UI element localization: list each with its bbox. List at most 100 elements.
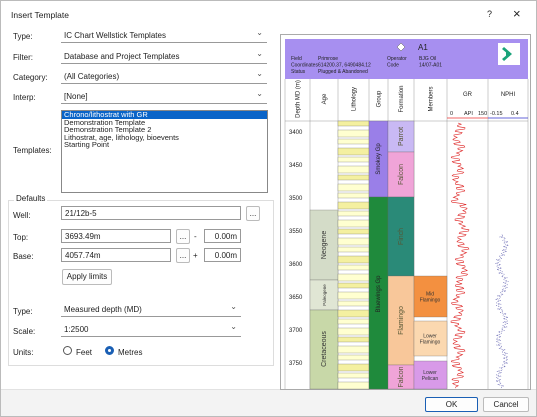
age-band	[309, 279, 339, 311]
formation-band	[387, 120, 415, 153]
lithology-bed	[337, 156, 370, 163]
lithology-bed	[337, 345, 370, 354]
lithology-bed	[337, 147, 370, 156]
header-key: Operator	[387, 56, 407, 62]
depth-type-dropdown[interactable]: Measured depth (MD)	[61, 300, 241, 317]
formation-label: Parrot	[398, 127, 405, 146]
column-header: Depth MD (m)	[296, 80, 302, 118]
lithology-bed	[337, 309, 370, 318]
base-sign: +	[193, 251, 198, 260]
filter-dropdown[interactable]: Database and Project Templates	[61, 47, 267, 64]
template-item[interactable]: Demonstration Template	[64, 117, 146, 127]
templates-list[interactable]: Chrono/lithostrat with GR Demonstration T…	[61, 110, 268, 193]
scale-label: Scale:	[13, 327, 36, 336]
apply-limits-button[interactable]: Apply limits	[62, 269, 112, 285]
interp-label: Interp:	[13, 93, 36, 102]
defaults-group	[8, 200, 274, 366]
units-label: Units:	[13, 348, 34, 357]
group-label: Smokey Gp	[376, 143, 382, 175]
age-label: Neogene	[321, 231, 328, 260]
lithology-bed	[337, 165, 370, 174]
close-button[interactable]: ×	[513, 6, 521, 21]
lithology-bed	[337, 138, 370, 145]
gr-scale: 150	[478, 111, 487, 117]
radio-feet[interactable]	[63, 346, 72, 355]
lithology-bed	[337, 372, 370, 379]
top-input[interactable]: 3693.49m	[61, 229, 171, 243]
lithology-bed	[337, 273, 370, 282]
lithology-bed	[337, 363, 370, 372]
scale-dropdown[interactable]: 1:2500	[61, 320, 241, 337]
header-value: 14/07-A01	[419, 63, 442, 69]
lithology-bed	[337, 282, 370, 289]
header-key: Status	[291, 69, 306, 75]
top-browse[interactable]: ...	[176, 229, 190, 244]
formation-band	[387, 196, 415, 277]
header-key: Field	[291, 56, 302, 62]
member-band	[413, 275, 448, 318]
top-sign: -	[194, 232, 197, 241]
base-browse[interactable]: ...	[176, 248, 190, 263]
formation-band	[387, 275, 415, 366]
lithology-bed	[337, 336, 370, 343]
age-band	[309, 209, 339, 281]
base-label: Base:	[13, 252, 34, 261]
filter-label: Filter:	[13, 53, 33, 62]
well-symbol	[396, 42, 406, 52]
formation-label: Flamingo	[398, 306, 405, 335]
lithology-bed	[337, 201, 370, 210]
top-offset[interactable]: 0.00m	[204, 229, 241, 243]
lithology-bed	[337, 255, 370, 264]
lithology-bed	[337, 381, 370, 390]
lithology-bed	[337, 300, 370, 307]
templates-label: Templates:	[13, 146, 52, 155]
well-browse[interactable]: ...	[246, 206, 260, 221]
radio-metres[interactable]	[105, 346, 114, 355]
template-item[interactable]: Starting Point	[64, 140, 110, 149]
lithology-bed	[337, 354, 370, 361]
template-item[interactable]: Chrono/lithostrat with GR	[62, 111, 267, 119]
well-name: A1	[418, 43, 428, 52]
radio-feet-label: Feet	[76, 348, 93, 357]
column-header: Members	[429, 86, 435, 111]
defaults-legend: Defaults	[14, 194, 48, 203]
age-label: Paleogene	[322, 284, 327, 306]
depth-label: 3650	[289, 295, 303, 301]
lithology-bed	[337, 291, 370, 300]
lithology-bed	[337, 264, 370, 271]
depth-label: 3500	[289, 196, 303, 202]
cancel-button[interactable]: Cancel	[483, 397, 529, 412]
ok-button[interactable]: OK	[425, 397, 478, 412]
lithology-bed	[337, 174, 370, 181]
help-button[interactable]: ?	[487, 9, 493, 19]
header-key: Code	[387, 63, 399, 69]
base-offset[interactable]: 0.00m	[204, 248, 241, 262]
lithology-bed	[337, 210, 370, 217]
type-dropdown[interactable]: IC Chart Wellstick Templates	[61, 26, 267, 43]
header-value: Plugged & Abandoned	[318, 69, 368, 75]
formation-label: Finch	[398, 228, 405, 245]
category-dropdown[interactable]: (All Categories)	[61, 67, 267, 84]
gr-scale: 0	[450, 111, 453, 117]
formation-band	[387, 151, 415, 198]
gr-curve	[450, 122, 470, 389]
interp-dropdown[interactable]: [None]	[61, 87, 267, 104]
well-input[interactable]: 21/12b-5	[61, 206, 241, 220]
logo	[502, 47, 512, 61]
base-input[interactable]: 4057.74m	[61, 248, 171, 262]
column-header: Lithology	[352, 87, 358, 111]
lithology-bed	[337, 246, 370, 253]
group-label: Bluewings Gp	[376, 275, 382, 313]
depth-label: 3550	[289, 229, 303, 235]
gr-scale: API	[464, 111, 473, 117]
well-label: Well:	[13, 211, 31, 220]
template-item[interactable]: Demonstration Template 2	[64, 125, 152, 134]
lithology-bed	[337, 219, 370, 228]
lithology-bed	[337, 192, 370, 199]
member-label: Lower Flamingo	[420, 334, 441, 346]
depth-label: 3400	[289, 130, 303, 136]
template-item[interactable]: Lithostrat, age, lithology, bioevents	[64, 132, 179, 142]
depth-label: 3700	[289, 328, 303, 334]
column-header: Group	[377, 90, 383, 107]
category-label: Category:	[13, 73, 48, 82]
